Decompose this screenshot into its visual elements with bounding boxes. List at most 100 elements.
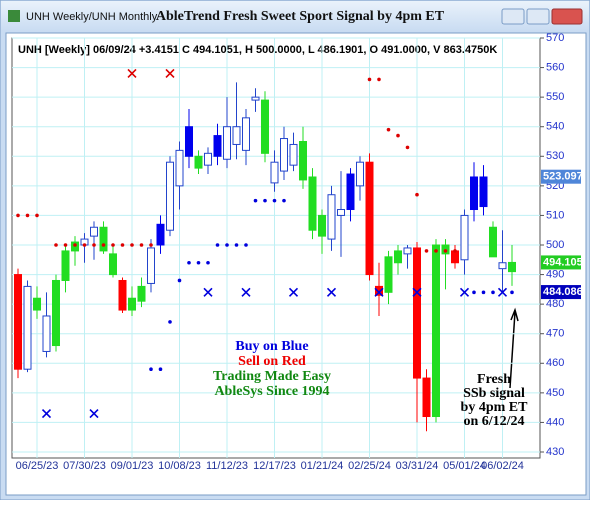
candle-body <box>327 194 336 240</box>
y-tick-label: 510 <box>546 209 564 221</box>
signal-dot <box>225 243 229 247</box>
candle-body <box>280 138 288 172</box>
signal-dot <box>111 243 115 247</box>
signal-dot <box>92 243 96 247</box>
signal-dot <box>415 192 419 197</box>
signal-x <box>288 287 299 297</box>
signal-dot <box>73 243 77 247</box>
signal-dot <box>263 198 267 203</box>
candle-body <box>156 223 165 246</box>
price-flag <box>541 255 581 270</box>
candle-body <box>33 297 41 311</box>
signal-dot <box>187 260 191 265</box>
signal-dot <box>234 243 239 247</box>
signal-dot <box>168 320 172 324</box>
signal-dot <box>149 367 153 372</box>
candle-body <box>23 285 32 370</box>
candle-body <box>251 96 260 101</box>
candle-body <box>166 161 174 231</box>
y-tick-label: 460 <box>546 357 564 369</box>
signal-x <box>41 408 52 419</box>
candle-body <box>137 285 146 302</box>
x-tick-label: 11/12/23 <box>206 460 248 472</box>
candle-body <box>128 297 136 311</box>
signal-dot <box>510 290 514 295</box>
y-tick-label: 470 <box>546 328 564 340</box>
candle-body <box>204 152 212 166</box>
note-arrow <box>509 307 519 389</box>
minimize-button[interactable] <box>501 8 525 25</box>
annotation: Buy on Blue <box>235 339 308 354</box>
signal-dot <box>149 243 153 247</box>
close-button[interactable] <box>551 8 583 25</box>
candle-body <box>109 253 117 276</box>
signal-dot <box>434 249 438 253</box>
candle-body <box>223 126 231 160</box>
signal-dot <box>405 145 410 150</box>
candle-body <box>346 173 355 211</box>
price-flag-label: 523.097 <box>543 171 583 183</box>
title-bar <box>1 1 589 31</box>
y-tick-label: 540 <box>546 121 564 133</box>
candle-body <box>185 126 193 157</box>
candle-body <box>460 214 469 261</box>
signal-x <box>127 68 137 79</box>
signal-dot <box>367 77 372 82</box>
signal-dot <box>177 278 182 283</box>
y-tick-label: 530 <box>546 150 564 162</box>
candle-body <box>14 274 22 370</box>
signal-x <box>326 287 337 297</box>
candle-body <box>232 126 241 145</box>
candle-body <box>308 176 317 231</box>
candle-body <box>489 226 497 258</box>
candle-body <box>42 315 51 352</box>
chart-panel <box>5 32 587 496</box>
y-tick-label: 500 <box>546 239 564 251</box>
signal-dot <box>253 198 258 203</box>
candle-body <box>432 244 440 418</box>
signal-x <box>374 287 384 297</box>
candle-body <box>52 279 60 347</box>
y-tick-label: 450 <box>546 387 564 399</box>
signal-dot <box>25 213 30 218</box>
signal-dot <box>35 213 39 218</box>
signal-x <box>165 68 175 79</box>
candle-body <box>422 377 431 418</box>
signal-x <box>241 287 251 297</box>
signal-dot <box>272 198 277 203</box>
candle-body <box>365 161 374 276</box>
x-tick-label: 05/01/24 <box>443 460 486 472</box>
signal-dot <box>377 77 381 82</box>
signal-dot <box>396 133 400 138</box>
signal-dot <box>130 243 134 247</box>
signal-dot <box>158 367 163 372</box>
maximize-button[interactable] <box>526 8 550 25</box>
x-tick-label: 06/02/24 <box>481 460 524 472</box>
window-tab[interactable]: UNH Weekly/UNH Monthly <box>26 11 158 23</box>
candle-body <box>508 261 516 273</box>
signal-dot <box>82 243 87 247</box>
candle-body <box>479 176 488 208</box>
candle-body <box>384 256 393 293</box>
candle-body <box>61 250 70 281</box>
signal-dot <box>206 260 210 265</box>
signal-dot <box>453 249 457 253</box>
signal-dot <box>481 290 486 295</box>
signal-dot <box>472 290 476 295</box>
candle-body <box>90 226 98 237</box>
candle-body <box>394 250 402 264</box>
price-flag <box>541 285 581 300</box>
note-line: SSb signal <box>463 386 525 401</box>
x-tick-label: 09/01/23 <box>111 460 154 472</box>
candle-body <box>147 247 155 284</box>
signal-dot <box>196 260 201 265</box>
y-tick-label: 480 <box>546 298 564 310</box>
candle-body <box>470 176 478 211</box>
candle-body <box>118 279 127 311</box>
signal-dot <box>139 243 144 247</box>
candle-body <box>289 143 298 166</box>
signal-dot <box>424 249 429 253</box>
candle-body <box>270 161 279 184</box>
candle-body <box>375 285 383 296</box>
